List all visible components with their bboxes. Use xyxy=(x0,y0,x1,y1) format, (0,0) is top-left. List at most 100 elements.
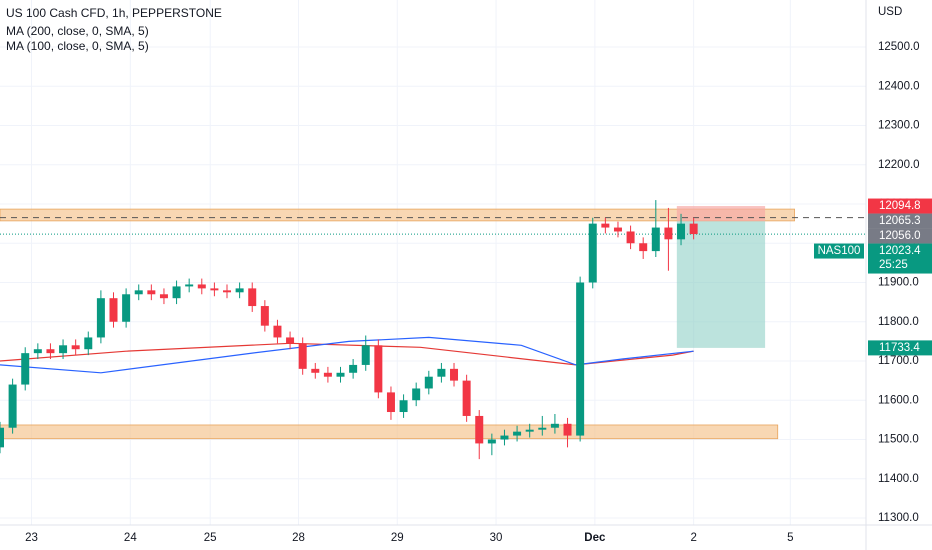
candle-body xyxy=(185,284,194,287)
candle-body xyxy=(399,400,408,413)
candle-body xyxy=(159,294,168,299)
candle-body xyxy=(513,431,522,436)
y-tick-label: 11300.0 xyxy=(878,512,919,524)
y-tick-label: 11600.0 xyxy=(878,394,919,406)
candle-body xyxy=(84,337,93,350)
candle-body xyxy=(437,368,446,377)
candle-body xyxy=(311,368,320,373)
y-tick-label: 12500.0 xyxy=(878,41,920,53)
y-tick-label: 12400.0 xyxy=(878,80,920,92)
position-target xyxy=(676,221,766,348)
candle-body xyxy=(286,337,295,344)
plot xyxy=(0,200,866,460)
candle-body xyxy=(361,345,370,365)
candle-body xyxy=(21,353,30,385)
candle-body xyxy=(639,243,648,252)
candle-body xyxy=(550,423,559,428)
price-label: 12094.8 xyxy=(879,200,921,212)
x-tick-label: 29 xyxy=(391,532,404,544)
candle-body xyxy=(8,384,17,428)
candle-body xyxy=(71,345,80,350)
candle-body xyxy=(298,343,307,369)
moving-average xyxy=(0,342,694,366)
moving-average xyxy=(0,336,694,374)
candle-body xyxy=(33,349,42,354)
price-label-box xyxy=(868,228,932,244)
price-label-box xyxy=(868,198,932,214)
x-tick-label: 5 xyxy=(787,532,793,544)
x-tick-label: 24 xyxy=(124,532,137,544)
y-tick-label: 11500.0 xyxy=(878,434,919,446)
y-tick-label: 11700.0 xyxy=(878,355,919,367)
x-tick-label: 2 xyxy=(690,532,696,544)
candle-body xyxy=(248,288,257,307)
x-tick-label: Dec xyxy=(584,532,606,544)
candle-body xyxy=(500,435,509,440)
x-tick-label: 30 xyxy=(490,532,503,544)
price-label: 12065.3 xyxy=(879,215,921,227)
candle-body xyxy=(689,223,698,235)
candle-body xyxy=(450,368,459,381)
candle-body xyxy=(235,288,244,293)
candle-body xyxy=(487,439,496,444)
candle-body xyxy=(59,345,68,354)
candle-body xyxy=(223,290,232,293)
candle-body xyxy=(626,231,635,244)
countdown: 25:25 xyxy=(879,259,908,271)
candle-body xyxy=(664,227,673,240)
candle-body xyxy=(96,298,105,338)
candle-body xyxy=(46,349,55,354)
symbol-box xyxy=(814,243,864,259)
chart-title: US 100 Cash CFD, 1h, PEPPERSTONE xyxy=(6,6,222,20)
x-tick-label: 25 xyxy=(204,532,217,544)
candle-body xyxy=(475,415,484,444)
candle-body xyxy=(601,223,610,228)
candle-body xyxy=(386,392,395,413)
price-label: 12023.4 xyxy=(879,245,921,257)
legend-entry: MA (100, close, 0, SMA, 5) xyxy=(6,39,149,53)
y-tick-label: 11800.0 xyxy=(878,316,919,328)
legend-entry: MA (200, close, 0, SMA, 5) xyxy=(6,24,149,38)
candle-body xyxy=(538,427,547,430)
candle-body xyxy=(109,298,118,322)
candle-body xyxy=(172,286,181,299)
candle-body xyxy=(349,364,358,373)
candle-body xyxy=(197,284,206,289)
candle-body xyxy=(0,427,4,448)
x-tick-label: 28 xyxy=(292,532,305,544)
candle-body xyxy=(260,306,269,326)
candle-body xyxy=(336,372,345,377)
currency: USD xyxy=(878,6,902,18)
candle-body xyxy=(588,223,597,283)
candle-body xyxy=(412,388,421,401)
candle-body xyxy=(525,429,534,432)
position-stop xyxy=(676,206,766,222)
zone xyxy=(0,424,779,440)
candle-body xyxy=(323,372,332,377)
candle-body xyxy=(651,227,660,252)
y-tick-label: 11400.0 xyxy=(878,473,919,485)
x-tick-label: 23 xyxy=(25,532,38,544)
candle-body xyxy=(462,380,471,416)
candle-body xyxy=(613,227,622,232)
y-tick-label: 11900.0 xyxy=(878,277,919,289)
price-label: 11733.4 xyxy=(879,342,920,354)
price-label: 12056.0 xyxy=(879,230,921,242)
zone xyxy=(0,208,795,222)
candle-body xyxy=(147,290,156,295)
candle-body xyxy=(374,345,383,393)
candle-body xyxy=(563,423,572,436)
candle-body xyxy=(273,325,282,338)
candle-body xyxy=(122,294,131,322)
price-label-box xyxy=(868,243,932,274)
y-tick-label: 12300.0 xyxy=(878,120,920,132)
y-tick-label: 12200.0 xyxy=(878,159,920,171)
candle-body xyxy=(576,282,585,436)
candle-body xyxy=(210,288,219,291)
symbol-label: NAS100 xyxy=(818,245,861,257)
candle-body xyxy=(424,376,433,389)
candle-body xyxy=(677,223,686,240)
price-label-box xyxy=(868,340,932,356)
